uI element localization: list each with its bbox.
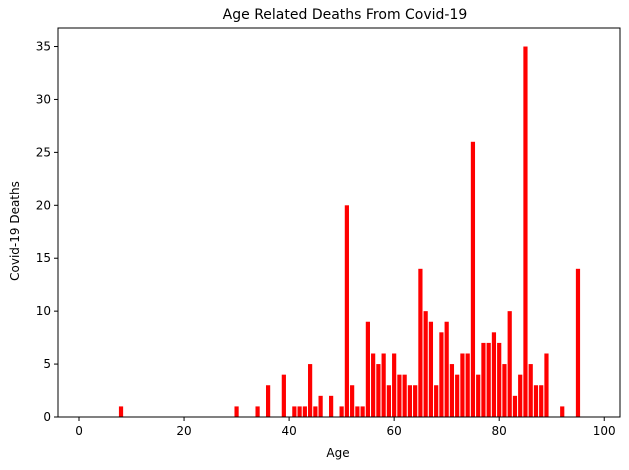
x-tick-label: 100: [593, 424, 616, 438]
bar: [318, 395, 323, 417]
bar-series: [118, 46, 581, 418]
bar: [476, 374, 481, 417]
bar: [297, 406, 302, 417]
bar: [407, 385, 413, 417]
bar: [507, 311, 512, 417]
x-tick-label: 20: [176, 424, 191, 438]
bar: [255, 406, 260, 417]
bar: [392, 353, 397, 417]
bar: [339, 406, 344, 417]
bar: [502, 364, 507, 417]
bar: [560, 406, 565, 417]
bar: [308, 364, 313, 417]
bar: [439, 332, 444, 417]
bar: [528, 364, 533, 417]
x-tick-label: 40: [281, 424, 296, 438]
bar: [344, 205, 349, 417]
bar: [481, 342, 486, 417]
bar: [518, 374, 523, 417]
bar: [360, 406, 365, 417]
bar: [444, 321, 449, 417]
bar: [118, 406, 124, 417]
bar: [265, 385, 271, 417]
y-tick-label: 25: [36, 145, 51, 159]
x-tick-label: 0: [75, 424, 83, 438]
x-tick-label: 80: [492, 424, 507, 438]
bar: [329, 395, 334, 417]
bar: [465, 353, 470, 417]
bar: [449, 364, 455, 417]
bar: [428, 321, 434, 417]
bar: [512, 395, 518, 417]
bar: [544, 353, 549, 417]
bar: [313, 406, 318, 417]
bar: [418, 268, 423, 417]
bar: [533, 385, 539, 417]
plot-frame: [57, 27, 621, 418]
x-tick-label: 60: [387, 424, 402, 438]
bar: [397, 374, 402, 417]
bar: [234, 406, 239, 417]
y-tick-label: 5: [43, 357, 51, 371]
bar: [575, 268, 581, 417]
bar: [539, 385, 544, 417]
x-axis-label: Age: [326, 446, 349, 460]
x-axis-ticks: 0 20 40 60 80 100: [75, 417, 616, 438]
y-axis-label: Covid-19 Deaths: [8, 181, 22, 281]
y-axis-ticks: 0 5 10 15 20 25 30 35: [36, 40, 58, 424]
y-tick-label: 10: [36, 304, 51, 318]
bar: [486, 342, 491, 417]
bar: [455, 374, 460, 417]
bar: [381, 353, 386, 417]
bar: [413, 385, 418, 417]
bar: [386, 385, 391, 417]
bar: [281, 374, 286, 417]
bar: [423, 311, 428, 417]
bar: [497, 342, 502, 417]
bar: [460, 353, 465, 417]
bar: [470, 141, 476, 417]
bar: [434, 385, 439, 417]
bar: [371, 353, 376, 417]
y-tick-label: 20: [36, 198, 51, 212]
y-tick-label: 30: [36, 92, 51, 106]
bar: [302, 406, 307, 417]
bar: [292, 406, 297, 417]
y-tick-label: 35: [36, 40, 51, 54]
bar: [365, 321, 370, 417]
bar: [350, 385, 355, 417]
y-tick-label: 15: [36, 251, 51, 265]
bar: [376, 364, 381, 417]
bar: [402, 374, 407, 417]
bar: [491, 332, 497, 417]
bar: [355, 406, 360, 417]
chart-title: Age Related Deaths From Covid-19: [223, 7, 468, 23]
y-tick-label: 0: [43, 410, 51, 424]
bar: [523, 46, 528, 418]
